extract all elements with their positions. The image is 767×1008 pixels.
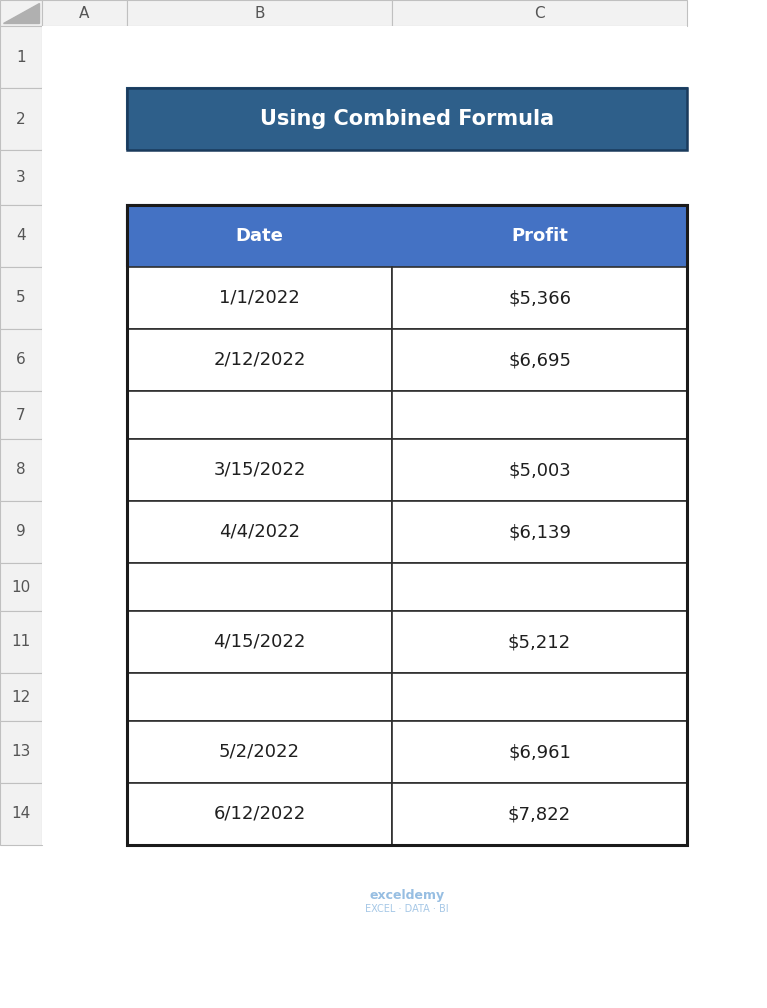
Text: Profit: Profit bbox=[511, 227, 568, 245]
Text: 10: 10 bbox=[12, 580, 31, 595]
Bar bbox=[42, 391, 127, 439]
Text: 6/12/2022: 6/12/2022 bbox=[213, 805, 305, 823]
Text: 1/1/2022: 1/1/2022 bbox=[219, 289, 300, 307]
Bar bbox=[42, 267, 127, 329]
Text: 5/2/2022: 5/2/2022 bbox=[219, 743, 300, 761]
Bar bbox=[127, 673, 392, 721]
Text: 12: 12 bbox=[12, 689, 31, 705]
Bar bbox=[42, 0, 127, 26]
Text: Using Combined Formula: Using Combined Formula bbox=[260, 109, 554, 129]
Bar bbox=[0, 391, 42, 439]
Bar bbox=[392, 267, 687, 329]
Bar bbox=[42, 563, 127, 611]
Bar bbox=[42, 205, 127, 267]
Text: EXCEL · DATA · BI: EXCEL · DATA · BI bbox=[365, 904, 449, 914]
Bar bbox=[0, 150, 42, 205]
Text: $5,212: $5,212 bbox=[508, 633, 571, 651]
Bar bbox=[127, 0, 392, 26]
Bar bbox=[0, 439, 42, 501]
Text: $6,695: $6,695 bbox=[508, 351, 571, 369]
Bar bbox=[42, 439, 127, 501]
Text: 1: 1 bbox=[16, 49, 26, 65]
Bar bbox=[392, 205, 687, 267]
Bar bbox=[127, 267, 392, 329]
Bar bbox=[127, 439, 392, 501]
Bar bbox=[127, 26, 687, 88]
Text: 7: 7 bbox=[16, 407, 26, 422]
Text: $5,366: $5,366 bbox=[508, 289, 571, 307]
Text: $6,961: $6,961 bbox=[508, 743, 571, 761]
Text: 5: 5 bbox=[16, 290, 26, 305]
Bar bbox=[42, 721, 127, 783]
Bar bbox=[0, 205, 42, 267]
Text: 3: 3 bbox=[16, 170, 26, 185]
Bar bbox=[42, 501, 127, 563]
Text: 2/12/2022: 2/12/2022 bbox=[213, 351, 306, 369]
Bar bbox=[42, 611, 127, 673]
Text: B: B bbox=[254, 5, 265, 20]
Bar bbox=[127, 88, 687, 150]
Bar bbox=[392, 721, 687, 783]
Text: $5,003: $5,003 bbox=[508, 461, 571, 479]
Bar bbox=[392, 391, 687, 439]
Bar bbox=[0, 88, 42, 150]
Bar bbox=[0, 501, 42, 563]
Bar bbox=[127, 391, 392, 439]
Bar bbox=[127, 88, 687, 150]
Text: 6: 6 bbox=[16, 353, 26, 368]
Bar bbox=[0, 26, 42, 88]
Bar bbox=[0, 783, 42, 845]
Text: 13: 13 bbox=[12, 745, 31, 759]
Bar bbox=[392, 783, 687, 845]
Bar bbox=[127, 563, 392, 611]
Bar bbox=[0, 721, 42, 783]
Bar bbox=[392, 563, 687, 611]
Bar bbox=[0, 611, 42, 673]
Bar bbox=[392, 329, 687, 391]
Text: 8: 8 bbox=[16, 463, 26, 478]
Bar bbox=[127, 721, 392, 783]
Bar bbox=[127, 501, 392, 563]
Bar bbox=[127, 205, 687, 845]
Bar bbox=[392, 673, 687, 721]
Text: 14: 14 bbox=[12, 806, 31, 822]
Text: 2: 2 bbox=[16, 112, 26, 126]
Bar bbox=[42, 26, 127, 88]
Bar bbox=[0, 563, 42, 611]
Bar bbox=[0, 0, 42, 26]
Text: 4: 4 bbox=[16, 229, 26, 244]
Text: 11: 11 bbox=[12, 634, 31, 649]
Bar bbox=[127, 329, 392, 391]
Text: $7,822: $7,822 bbox=[508, 805, 571, 823]
Text: 4/15/2022: 4/15/2022 bbox=[213, 633, 306, 651]
Bar bbox=[127, 783, 392, 845]
Bar bbox=[42, 329, 127, 391]
Bar bbox=[392, 611, 687, 673]
Text: $6,139: $6,139 bbox=[508, 523, 571, 541]
Text: exceldemy: exceldemy bbox=[370, 888, 445, 901]
Bar bbox=[42, 88, 127, 150]
Text: A: A bbox=[79, 5, 90, 20]
Bar bbox=[127, 611, 392, 673]
Bar bbox=[0, 673, 42, 721]
Bar bbox=[392, 0, 687, 26]
Bar bbox=[127, 205, 392, 267]
Text: 9: 9 bbox=[16, 524, 26, 539]
Bar bbox=[0, 329, 42, 391]
Polygon shape bbox=[3, 3, 39, 23]
Text: 3/15/2022: 3/15/2022 bbox=[213, 461, 306, 479]
Text: 4/4/2022: 4/4/2022 bbox=[219, 523, 300, 541]
Bar bbox=[42, 783, 127, 845]
Bar bbox=[127, 150, 687, 205]
Bar bbox=[0, 267, 42, 329]
Bar bbox=[392, 439, 687, 501]
Bar bbox=[42, 150, 127, 205]
Bar bbox=[42, 673, 127, 721]
Text: C: C bbox=[534, 5, 545, 20]
Bar bbox=[392, 501, 687, 563]
Text: Date: Date bbox=[235, 227, 284, 245]
